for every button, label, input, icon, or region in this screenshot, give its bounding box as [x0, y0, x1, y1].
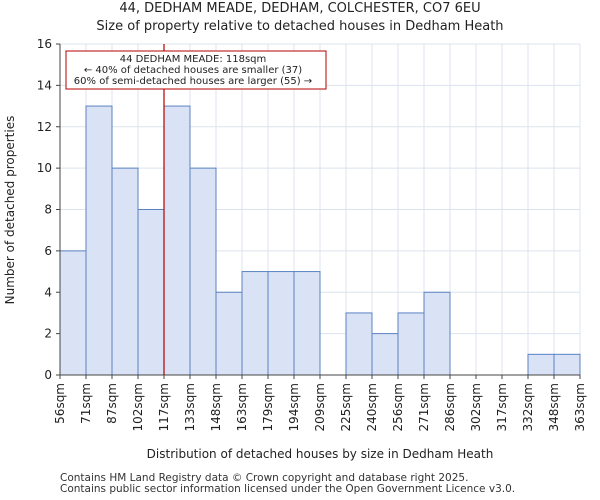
histogram-bar [423, 291, 451, 376]
chart-title: 44, DEDHAM MEADE, DEDHAM, COLCHESTER, CO… [119, 1, 481, 16]
x-tick-label: 256sqm [391, 383, 405, 431]
annotation-layer: 44 DEDHAM MEADE: 118sqm ← 40% of detache… [65, 50, 327, 90]
histogram-bar [293, 271, 321, 376]
x-tick-label: 332sqm [521, 383, 535, 431]
x-tick-label: 117sqm [157, 383, 171, 431]
histogram-bar [111, 167, 139, 376]
x-tick-label: 225sqm [339, 383, 353, 431]
axis-layer: 0 2 4 6 8 10 12 14 16 56sqm 71sqm 87sqm 102sqm 117sqm… [37, 37, 587, 431]
x-axis-label: Distribution of detached houses by size … [147, 447, 494, 461]
histogram-bar [345, 312, 373, 376]
histogram-bar [189, 167, 217, 376]
x-tick-label: 148sqm [209, 383, 223, 431]
x-tick-label: 56sqm [53, 383, 67, 424]
x-tick-label: 87sqm [105, 383, 119, 424]
histogram-bar [163, 105, 191, 376]
y-tick-label: 4 [44, 285, 52, 299]
annotation-line-3: 60% of semi-detached houses are larger (… [74, 76, 312, 87]
y-tick-label: 10 [37, 161, 52, 175]
x-tick-label: 102sqm [131, 383, 145, 431]
y-tick-label: 16 [37, 37, 52, 51]
histogram-bar [215, 291, 243, 376]
x-tick-label: 348sqm [547, 383, 561, 431]
chart-subtitle: Size of property relative to detached ho… [96, 19, 504, 34]
histogram-bar [241, 271, 269, 376]
x-tick-label: 194sqm [287, 383, 301, 431]
bar-layer [59, 105, 581, 376]
x-tick-label: 209sqm [313, 383, 327, 431]
histogram-bar [553, 353, 581, 376]
footer-copyright: Contains HM Land Registry data © Crown c… [60, 472, 469, 484]
x-tick-label: 363sqm [573, 383, 587, 431]
x-tick-label: 71sqm [79, 383, 93, 424]
y-tick-label: 2 [44, 327, 52, 341]
y-tick-label: 0 [44, 368, 52, 382]
histogram-bar [137, 209, 165, 376]
annotation-line-2: ← 40% of detached houses are smaller (37… [84, 65, 302, 76]
x-tick-label: 286sqm [443, 383, 457, 431]
footer-license: Contains public sector information licen… [60, 483, 516, 495]
histogram-bar [85, 105, 113, 376]
annotation-box [65, 50, 327, 90]
histogram-bar [371, 333, 399, 376]
histogram-bar [397, 312, 425, 376]
annotation-line-1: 44 DEDHAM MEADE: 118sqm [120, 54, 267, 65]
x-tick-label: 179sqm [261, 383, 275, 431]
histogram-bar [59, 250, 87, 376]
x-tick-label: 271sqm [417, 383, 431, 431]
x-tick-label: 163sqm [235, 383, 249, 431]
histogram-bar [527, 353, 555, 376]
y-tick-label: 8 [44, 203, 52, 217]
y-tick-label: 12 [37, 120, 52, 134]
x-tick-label: 317sqm [495, 383, 509, 431]
y-axis-label: Number of detached properties [3, 116, 17, 305]
y-tick-label: 14 [37, 78, 52, 92]
x-tick-label: 240sqm [365, 383, 379, 431]
x-tick-label: 133sqm [183, 383, 197, 431]
y-tick-label: 6 [44, 244, 52, 258]
histogram-bar [267, 271, 295, 376]
x-tick-label: 302sqm [469, 383, 483, 431]
